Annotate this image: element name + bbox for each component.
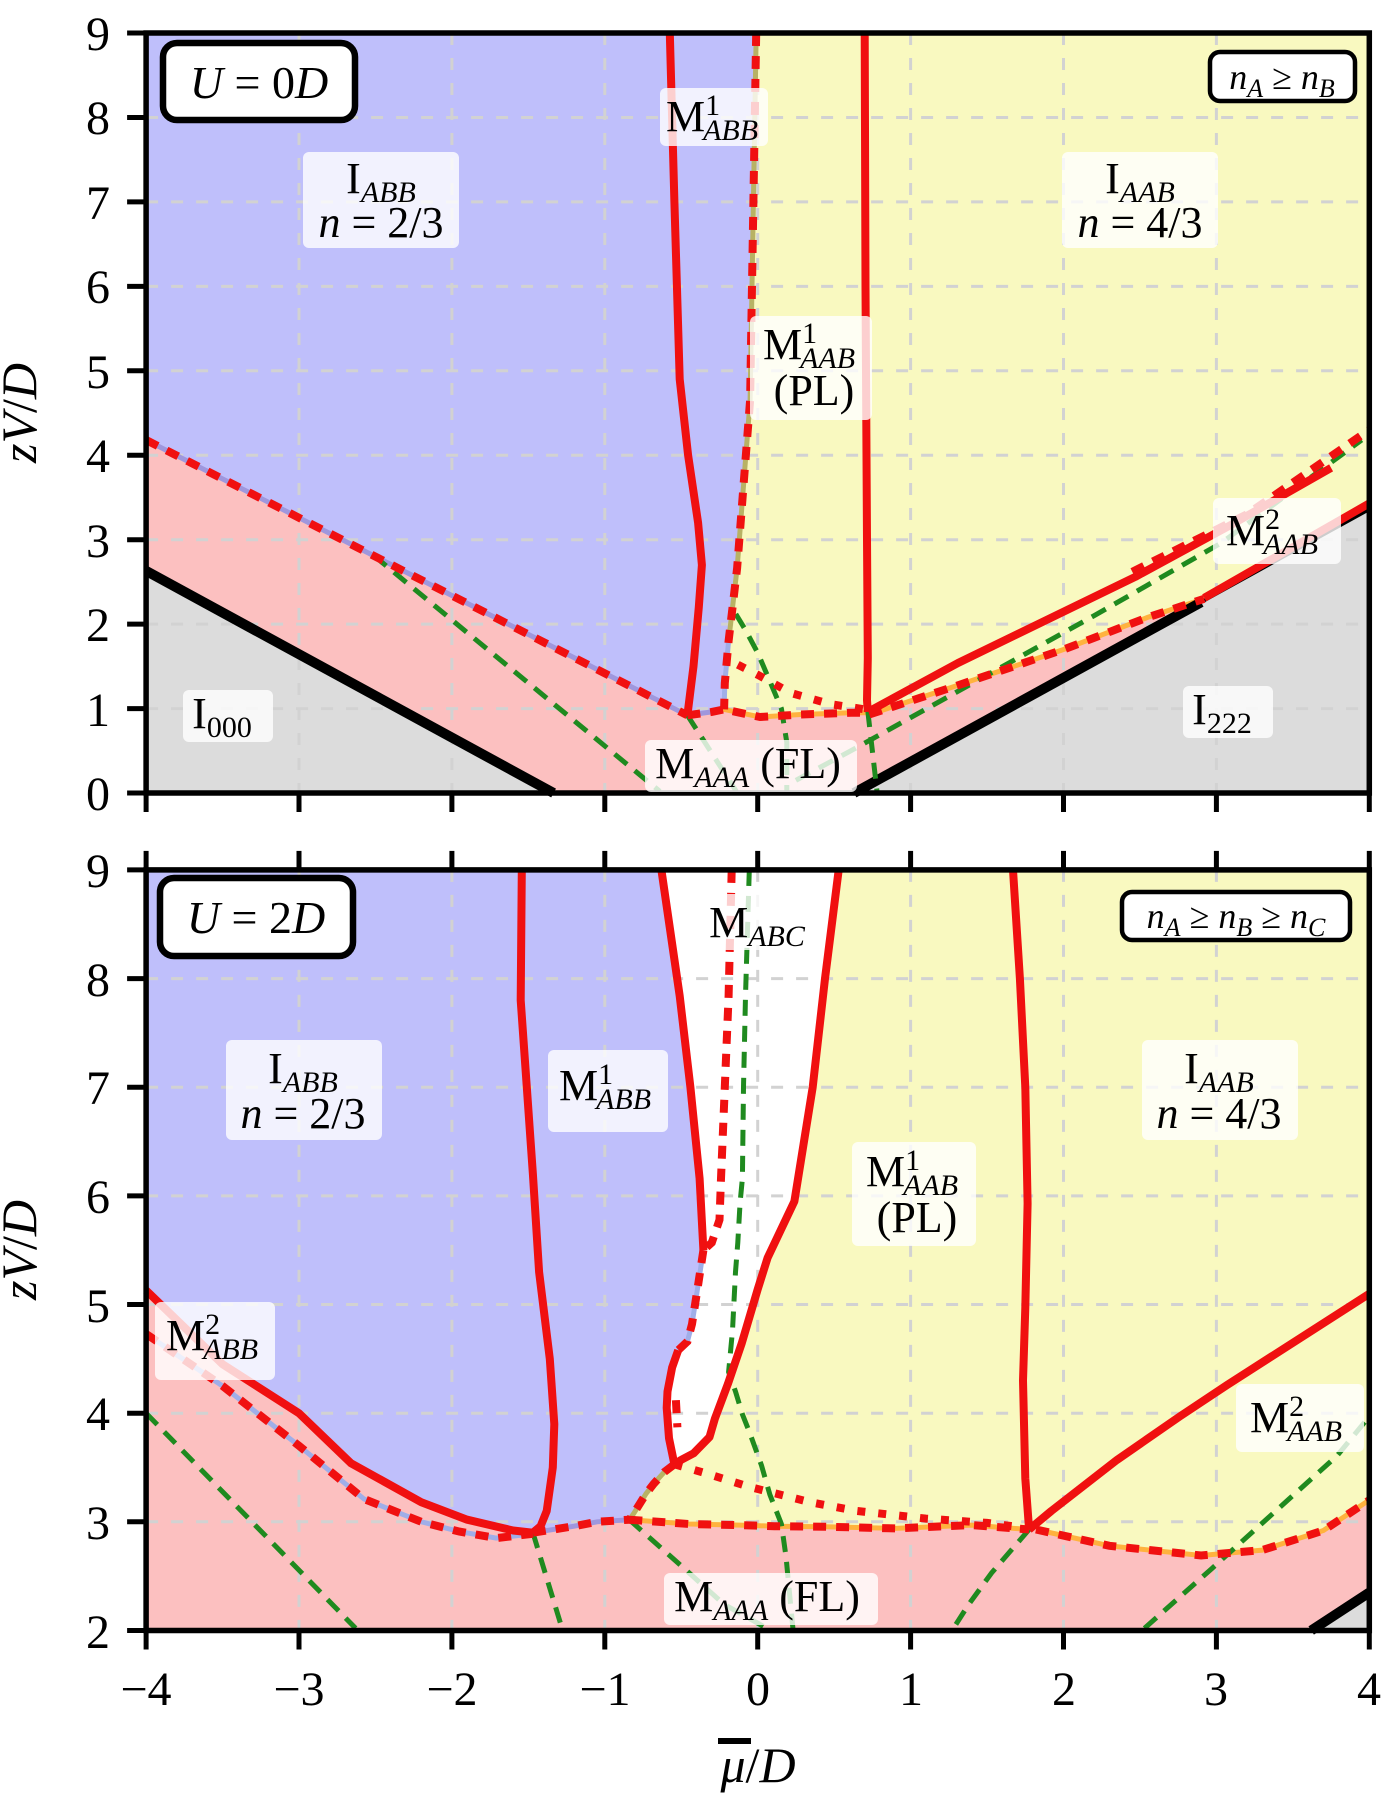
svg-text:0: 0 xyxy=(86,768,110,821)
svg-text:5: 5 xyxy=(86,1280,110,1333)
svg-text:6: 6 xyxy=(86,261,110,314)
svg-text:−2: −2 xyxy=(426,1663,477,1716)
svg-text:MAAA (FL): MAAA (FL) xyxy=(655,739,841,794)
svg-text:5: 5 xyxy=(86,346,110,399)
svg-text:8: 8 xyxy=(86,92,110,145)
svg-text:2: 2 xyxy=(1052,1663,1076,1716)
svg-text:U = 2D: U = 2D xyxy=(187,892,325,943)
svg-text:4: 4 xyxy=(1357,1663,1381,1716)
svg-text:7: 7 xyxy=(86,1062,110,1115)
svg-text:1: 1 xyxy=(899,1663,923,1716)
svg-text:9: 9 xyxy=(86,845,110,898)
svg-text:μ/D: μ/D xyxy=(719,1737,795,1793)
svg-text:2: 2 xyxy=(86,1606,110,1659)
svg-text:−3: −3 xyxy=(273,1663,324,1716)
svg-text:zV/D: zV/D xyxy=(0,363,47,464)
svg-text:9: 9 xyxy=(86,8,110,61)
svg-text:nA ≥ nB ≥ nC: nA ≥ nB ≥ nC xyxy=(1147,896,1326,942)
svg-text:(PL): (PL) xyxy=(774,366,855,415)
svg-text:n = 4/3: n = 4/3 xyxy=(1077,198,1202,247)
svg-text:n = 2/3: n = 2/3 xyxy=(240,1089,365,1138)
svg-text:−1: −1 xyxy=(579,1663,630,1716)
svg-text:3: 3 xyxy=(86,1497,110,1550)
svg-text:8: 8 xyxy=(86,954,110,1007)
svg-text:(PL): (PL) xyxy=(877,1193,958,1242)
svg-text:4: 4 xyxy=(86,430,110,483)
svg-text:nA ≥ nB: nA ≥ nB xyxy=(1229,57,1335,103)
svg-text:n = 2/3: n = 2/3 xyxy=(318,198,443,247)
svg-text:0: 0 xyxy=(746,1663,770,1716)
svg-text:1: 1 xyxy=(86,684,110,737)
svg-text:−4: −4 xyxy=(120,1663,171,1716)
svg-text:U = 0D: U = 0D xyxy=(190,57,328,108)
svg-text:6: 6 xyxy=(86,1171,110,1224)
svg-text:2: 2 xyxy=(86,599,110,652)
svg-text:3: 3 xyxy=(1204,1663,1228,1716)
svg-text:n = 4/3: n = 4/3 xyxy=(1156,1089,1281,1138)
svg-text:4: 4 xyxy=(86,1388,110,1441)
svg-text:7: 7 xyxy=(86,177,110,230)
svg-text:MABC: MABC xyxy=(709,898,806,953)
svg-text:zV/D: zV/D xyxy=(0,1200,47,1301)
svg-text:3: 3 xyxy=(86,515,110,568)
svg-text:I222: I222 xyxy=(1192,685,1252,740)
